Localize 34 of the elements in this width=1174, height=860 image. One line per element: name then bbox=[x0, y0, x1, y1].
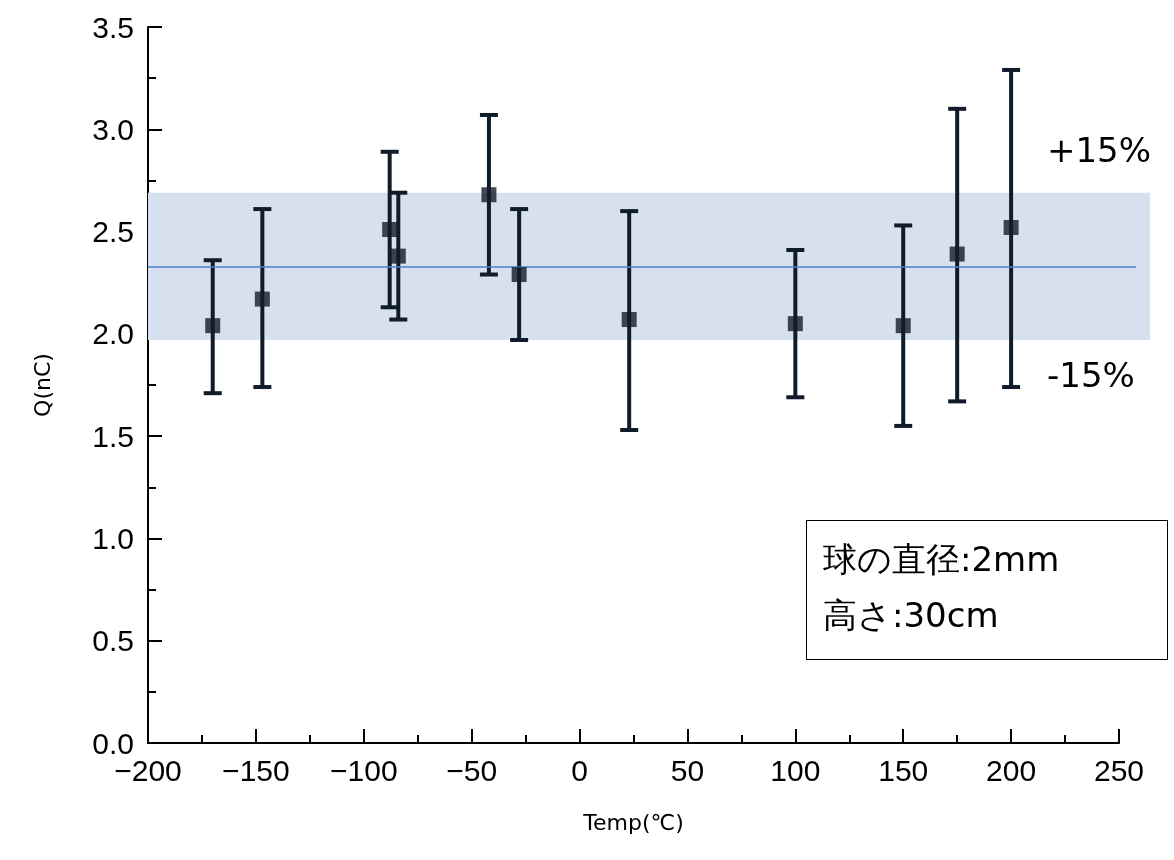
point bbox=[1003, 219, 1019, 235]
x-tick-label: −100 bbox=[329, 753, 398, 787]
point bbox=[787, 316, 803, 332]
y-tick-label: 0.5 bbox=[92, 624, 134, 658]
point bbox=[621, 312, 637, 328]
x-tick-label: 250 bbox=[1093, 753, 1145, 787]
note-box: 球の直径:2mm 高さ:30cm bbox=[806, 520, 1168, 660]
point bbox=[895, 318, 911, 334]
y-tick-label: 2.5 bbox=[92, 215, 134, 249]
point bbox=[949, 246, 965, 262]
x-tick-label: −50 bbox=[446, 753, 498, 787]
point bbox=[254, 291, 270, 307]
x-axis-title: Temp(℃) bbox=[582, 809, 684, 835]
y-tick-label: 1.5 bbox=[92, 419, 134, 453]
y-axis-title: Q(nC) bbox=[29, 353, 55, 417]
y-tick-label: 2.0 bbox=[92, 317, 134, 351]
point bbox=[205, 318, 221, 334]
annotation: -15% bbox=[1047, 354, 1135, 395]
point bbox=[382, 222, 398, 238]
x-tick-label: 0 bbox=[571, 753, 588, 787]
point bbox=[511, 267, 527, 283]
x-tick-label: 50 bbox=[670, 753, 705, 787]
x-tick-label: 150 bbox=[878, 753, 929, 787]
y-tick-label: 3.5 bbox=[92, 10, 134, 44]
y-tick-label: 1.0 bbox=[92, 521, 134, 555]
x-tick-label: 200 bbox=[986, 753, 1037, 787]
point bbox=[481, 187, 497, 203]
x-tick-label: 100 bbox=[770, 753, 821, 787]
annotation: +15% bbox=[1047, 129, 1152, 170]
x-tick-label: −150 bbox=[222, 753, 290, 787]
annotation: 高さ:30cm bbox=[823, 594, 1000, 637]
annotation: 球の直径:2mm bbox=[823, 538, 1061, 581]
point bbox=[390, 248, 406, 264]
y-tick-label: 3.0 bbox=[92, 112, 134, 146]
